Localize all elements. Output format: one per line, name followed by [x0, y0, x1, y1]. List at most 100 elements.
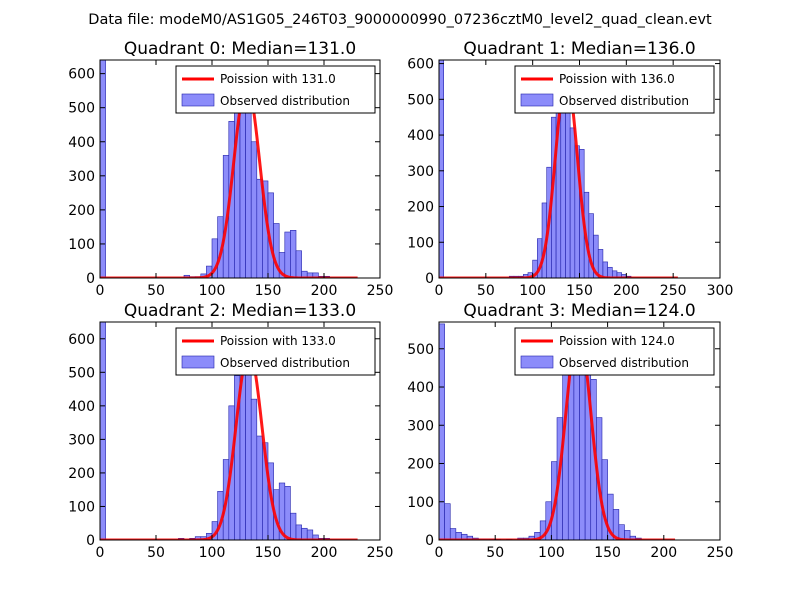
y-tick-label: 400: [68, 135, 95, 151]
histogram-bar: [439, 323, 445, 540]
x-tick-label: 100: [199, 283, 226, 299]
histogram-bar: [312, 272, 319, 278]
x-tick-label: 50: [477, 283, 495, 299]
y-tick-label: 600: [68, 332, 95, 348]
x-tick-label: 0: [435, 545, 444, 561]
panel-title: Quadrant 1: Median=136.0: [463, 39, 695, 59]
y-tick-label: 600: [407, 57, 434, 73]
y-tick-label: 300: [407, 164, 434, 180]
y-tick-label: 200: [407, 200, 434, 216]
x-tick-label: 50: [147, 283, 165, 299]
y-tick-label: 400: [68, 399, 95, 415]
legend-label-observed: Observed distribution: [220, 356, 350, 370]
y-tick-label: 600: [68, 67, 95, 83]
legend-label-observed: Observed distribution: [559, 94, 689, 108]
x-tick-label: 50: [147, 545, 165, 561]
histogram-bar: [565, 106, 571, 278]
histogram-bar: [256, 435, 263, 540]
histogram-bar: [306, 529, 314, 540]
x-tick-label: 150: [255, 545, 282, 561]
histogram-bar: [312, 534, 319, 540]
y-tick-label: 0: [86, 271, 95, 287]
legend: Poission with 124.0 Observed distribution: [514, 327, 715, 376]
legend-label-observed: Observed distribution: [220, 94, 350, 108]
x-tick-label: 150: [566, 283, 593, 299]
histogram-bar: [290, 230, 297, 278]
x-tick-label: 200: [311, 545, 338, 561]
histogram-bar: [624, 530, 631, 540]
y-tick-label: 400: [407, 380, 434, 396]
x-tick-label: 50: [486, 545, 504, 561]
histogram-bar: [444, 503, 451, 540]
legend-label-observed: Observed distribution: [559, 356, 689, 370]
poisson-curve: [100, 83, 358, 278]
plot-area: [100, 322, 358, 540]
legend-bar-swatch: [520, 355, 554, 369]
y-tick-label: 0: [425, 533, 434, 549]
histogram-bar: [569, 127, 576, 278]
y-tick-label: 200: [68, 466, 95, 482]
y-tick-label: 500: [68, 365, 95, 381]
histogram-bar: [100, 60, 106, 278]
legend: Poission with 131.0 Observed distribution: [175, 65, 376, 114]
legend-label-poisson: Poission with 124.0: [559, 334, 675, 348]
x-tick-label: 200: [650, 545, 677, 561]
panel-title: Quadrant 3: Median=124.0: [463, 301, 695, 321]
axes-frame: [99, 59, 381, 279]
x-tick-label: 200: [311, 283, 338, 299]
y-tick-label: 0: [425, 271, 434, 287]
histogram-bar: [284, 486, 291, 540]
figure-suptitle: Data file: modeM0/AS1G05_246T03_90000009…: [88, 12, 712, 28]
histogram-bar: [579, 356, 586, 540]
histogram-bar: [250, 141, 258, 278]
histogram-bar: [290, 512, 297, 540]
y-tick-label: 500: [407, 92, 434, 108]
histogram-bar: [256, 178, 263, 278]
x-tick-label: 150: [255, 283, 282, 299]
y-tick-label: 100: [68, 237, 95, 253]
y-tick-label: 400: [407, 128, 434, 144]
panel-title: Quadrant 0: Median=131.0: [124, 39, 356, 59]
y-tick-label: 100: [407, 495, 434, 511]
histogram-bar: [100, 322, 106, 540]
x-tick-label: 100: [519, 283, 546, 299]
panel-title: Quadrant 2: Median=133.0: [124, 301, 356, 321]
x-tick-label: 150: [594, 545, 621, 561]
x-tick-label: 300: [707, 283, 734, 299]
y-tick-label: 200: [407, 457, 434, 473]
x-tick-label: 0: [435, 283, 444, 299]
x-tick-label: 200: [613, 283, 640, 299]
plot-area: [100, 60, 358, 278]
histogram-bar: [284, 231, 291, 278]
poisson-curve: [100, 349, 358, 540]
y-tick-label: 200: [68, 203, 95, 219]
quadrant-panel-0: 0 50 100 150 200 250 0 100 200 300 400 500 600 Quadra…: [68, 39, 393, 299]
y-tick-label: 300: [407, 418, 434, 434]
y-tick-label: 500: [68, 101, 95, 117]
legend-label-poisson: Poission with 133.0: [220, 334, 336, 348]
panels-container: 0 50 100 150 200 2500100200300400500600Quadra…: [68, 39, 733, 561]
x-tick-label: 0: [96, 283, 105, 299]
quadrant-panel-3: 0 50 100 150 200 250 0 100 200 300 400 500 Quadrant …: [407, 301, 733, 561]
axes-frame: [99, 321, 381, 541]
histogram-bar: [250, 398, 258, 540]
y-tick-label: 0: [86, 533, 95, 549]
legend-bar-swatch: [181, 355, 215, 369]
histogram-bar: [245, 86, 252, 278]
y-tick-label: 100: [407, 235, 434, 251]
x-tick-label: 250: [367, 545, 394, 561]
histogram-bar: [602, 261, 608, 278]
legend: Poission with 136.0 Observed distribution: [514, 65, 715, 114]
x-tick-label: 250: [660, 283, 687, 299]
legend-label-poisson: Poission with 131.0: [220, 72, 336, 86]
x-tick-label: 100: [199, 545, 226, 561]
y-tick-label: 500: [407, 342, 434, 358]
x-tick-label: 250: [707, 545, 734, 561]
poisson-curve: [439, 75, 679, 278]
axes-frame: [438, 321, 721, 541]
y-tick-label: 300: [68, 432, 95, 448]
plot-area: [439, 60, 679, 278]
x-tick-label: 100: [538, 545, 565, 561]
histogram-bar: [597, 249, 604, 278]
histogram-bar: [295, 524, 302, 540]
